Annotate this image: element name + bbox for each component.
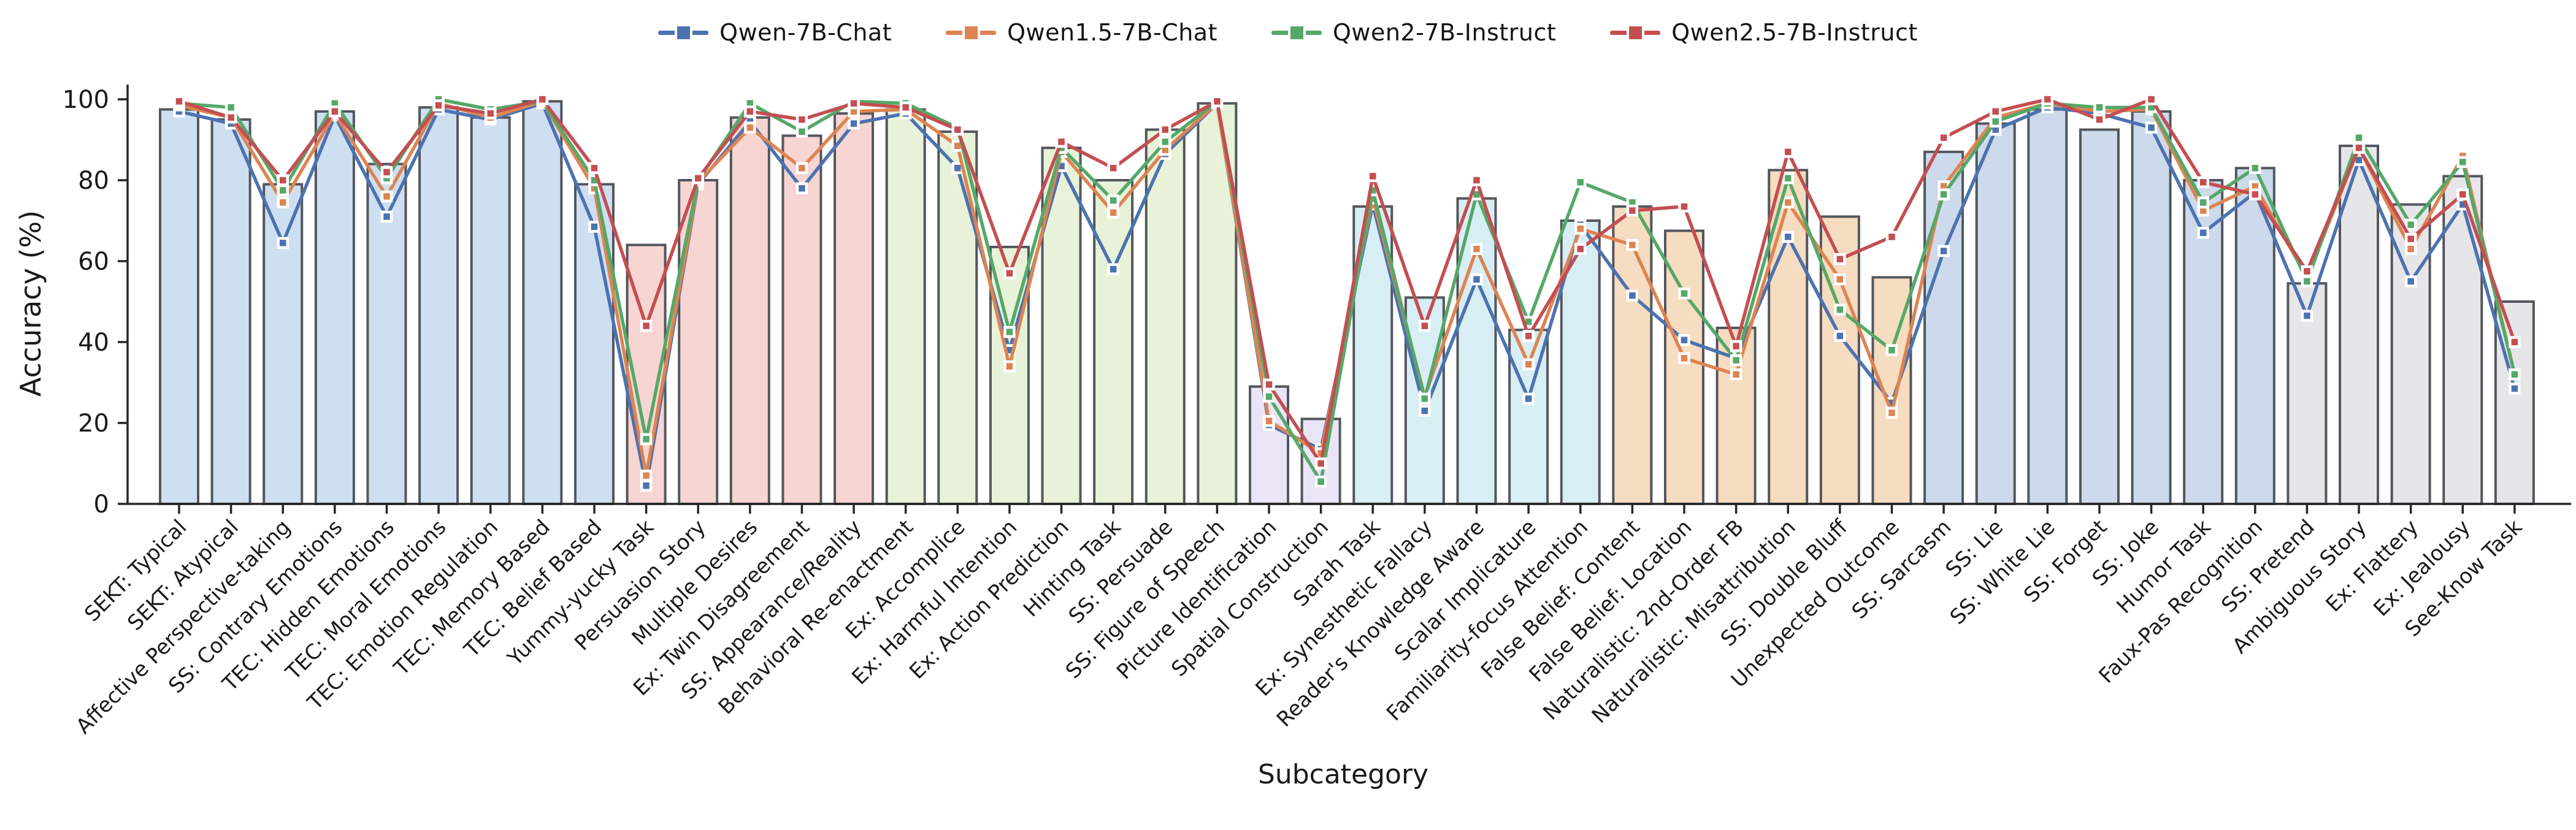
legend-line-square-icon: [1610, 18, 1661, 47]
x-axis-title: Subcategory: [1257, 759, 1429, 790]
svg-text:100: 100: [63, 86, 109, 114]
legend-line-square-icon: [1271, 18, 1322, 47]
legend-item-qwen-7b-chat: Qwen-7B-Chat: [658, 18, 892, 47]
svg-text:Affective Perspective-taking: Affective Perspective-taking: [71, 515, 295, 739]
legend-line-square-icon: [658, 18, 709, 47]
legend-label: Qwen-7B-Chat: [719, 19, 892, 46]
y-axis-title: Accuracy (%): [14, 210, 47, 397]
chart-legend: Qwen-7B-Chat Qwen1.5-7B-Chat Qwen2-7B-In…: [0, 18, 2576, 47]
svg-text:20: 20: [78, 409, 109, 438]
legend-line-square-icon: [946, 18, 997, 47]
legend-item-qwen1-5-7b-chat: Qwen1.5-7B-Chat: [946, 18, 1217, 47]
legend-label: Qwen2-7B-Instruct: [1332, 19, 1557, 46]
svg-text:40: 40: [78, 329, 109, 357]
svg-text:60: 60: [78, 248, 109, 276]
legend-item-qwen2-7b-instruct: Qwen2-7B-Instruct: [1271, 18, 1556, 47]
svg-text:80: 80: [78, 167, 109, 195]
legend-label: Qwen2.5-7B-Instruct: [1671, 19, 1918, 46]
legend-label: Qwen1.5-7B-Chat: [1007, 19, 1217, 46]
legend-item-qwen2-5-7b-instruct: Qwen2.5-7B-Instruct: [1610, 18, 1918, 47]
svg-text:0: 0: [94, 490, 109, 519]
